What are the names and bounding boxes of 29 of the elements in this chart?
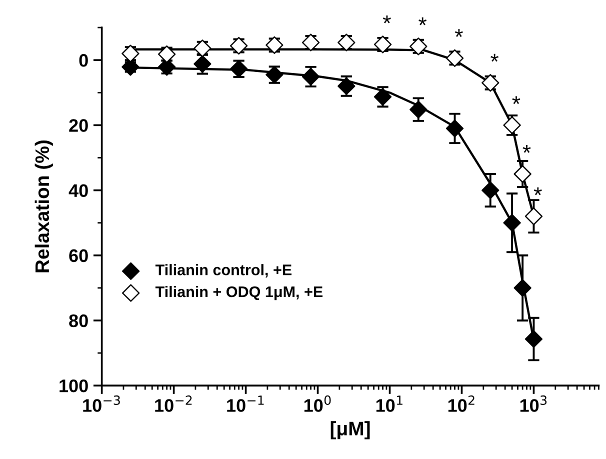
x-tick-label: 10$^{−2}$ — [155, 395, 192, 412]
x-tick-label: 10$^{−3}$ — [83, 395, 120, 412]
annotation: * — [454, 29, 463, 37]
y-axis-title: Relaxation (%) — [34, 140, 53, 272]
x-tick-label: 10$^{−1}$ — [227, 396, 264, 412]
legend-label: Tilianin control, +E — [155, 264, 292, 278]
y-tick-label: 60 — [69, 249, 88, 262]
x-tick-label: 10$^{2}$ — [448, 395, 474, 412]
y-tick-label: 20 — [69, 119, 88, 132]
y-tick-label: 100 — [60, 379, 88, 392]
point — [410, 100, 428, 118]
point — [482, 181, 500, 200]
y-tick-label: 80 — [69, 314, 88, 328]
annotation: * — [382, 15, 391, 24]
annotation: * — [418, 17, 427, 26]
annotation: * — [490, 54, 499, 62]
point — [302, 68, 320, 86]
annotation: * — [534, 187, 542, 196]
point — [446, 120, 464, 138]
legend-label: Tilianin + ODQ 1μM, +E — [155, 286, 323, 300]
x-axis-title: [μM] — [330, 421, 370, 440]
y-tick-label: 0 — [79, 54, 88, 67]
x-tick-label: 10$^{3}$ — [520, 395, 547, 412]
x-tick-label: 10$^{0}$ — [304, 395, 331, 412]
annotation: * — [512, 96, 520, 104]
point — [194, 55, 212, 73]
y-tick-label: 40 — [68, 184, 88, 197]
x-tick-label: 10$^{1}$ — [376, 396, 402, 412]
annotation: * — [522, 145, 531, 153]
